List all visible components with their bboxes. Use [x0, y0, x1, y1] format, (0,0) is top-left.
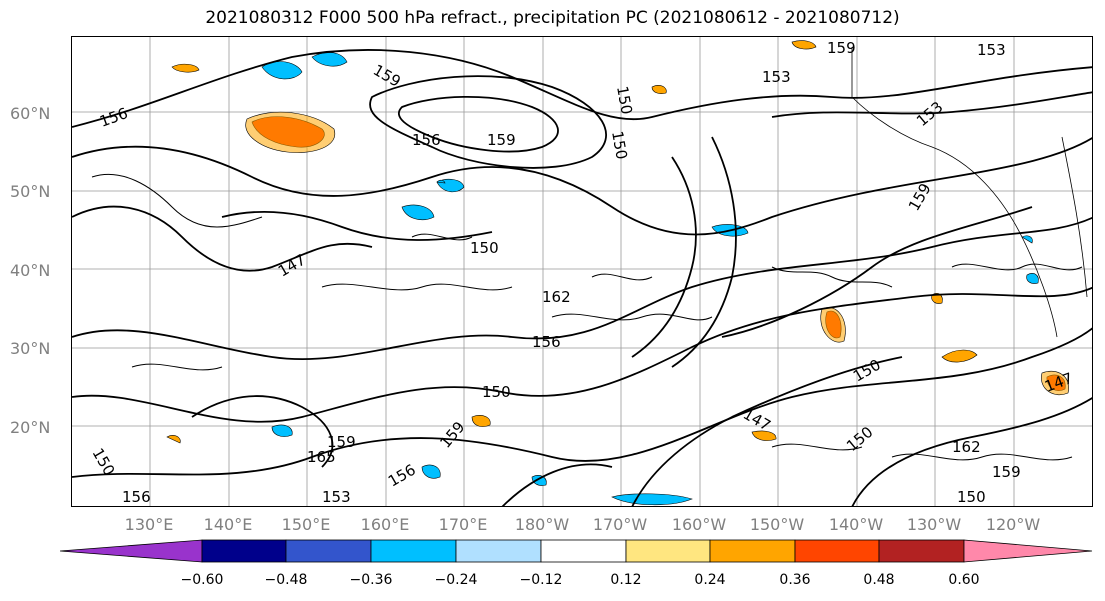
colorbar-segment: [540, 539, 627, 563]
lat-label-60n: 60°N: [10, 104, 51, 123]
colorbar-tick: 0.48: [863, 572, 895, 588]
colorbar-tick: −0.60: [180, 572, 224, 588]
lat-label-30n: 30°N: [10, 339, 51, 358]
lon-label-160w: 160°W: [671, 515, 727, 534]
lon-label-170w: 170°W: [592, 515, 648, 534]
contour-label: 150: [608, 130, 631, 161]
contour-label: 159: [827, 39, 856, 57]
coastline: [851, 47, 1088, 338]
contour-label: 165: [307, 448, 336, 466]
contour-label-group: 159 156 159 159 153 153 150 165 159 153 …: [89, 39, 1076, 506]
colorbar-tick: 0.12: [610, 572, 642, 588]
contour-label: 147: [740, 405, 774, 435]
graticule: [72, 37, 1092, 506]
contour-label: 159: [992, 463, 1021, 481]
contour-label: 162: [952, 438, 981, 456]
colorbar-extend-low: [60, 539, 203, 563]
colorbar-segment: [709, 539, 796, 563]
contour-label: 153: [913, 98, 947, 130]
contour-label: 150: [470, 239, 499, 257]
lat-label-50n: 50°N: [10, 182, 51, 201]
colorbar-tick: −0.24: [434, 572, 478, 588]
colorbar-segment: [794, 539, 880, 563]
contour-label: 153: [977, 41, 1006, 59]
contour-label: 156: [532, 333, 561, 351]
colorbar-extend-high: [963, 539, 1093, 563]
colorbar-segment: [625, 539, 711, 563]
contour-label: 150: [482, 383, 511, 401]
colorbar-segments: [60, 539, 1093, 563]
colorbar-tick: 0.60: [948, 572, 980, 588]
contour-label: 159: [487, 131, 516, 149]
lon-label-130e: 130°E: [124, 515, 174, 534]
lon-label-170e: 170°E: [438, 515, 488, 534]
colorbar-segment: [285, 539, 372, 563]
contour-label: 156: [97, 104, 130, 131]
contour-lines: [72, 49, 1092, 506]
map-panel: 159 156 159 159 153 153 150 165 159 153 …: [71, 36, 1093, 507]
contour-label: 150: [957, 488, 986, 506]
map-title: 2021080312 F000 500 hPa refract., precip…: [205, 8, 900, 28]
lat-label-40n: 40°N: [10, 261, 51, 280]
contour-label: 162: [542, 288, 571, 306]
contour-lines-thin: [91, 173, 1083, 461]
precip-shading: [166, 40, 1069, 506]
lon-label-130w: 130°W: [906, 515, 962, 534]
colorbar-tick: −0.48: [264, 572, 308, 588]
contour-label: 156: [122, 488, 151, 506]
lon-label-160e: 160°E: [360, 515, 410, 534]
map-svg: 159 156 159 159 153 153 150 165 159 153 …: [72, 37, 1092, 506]
lon-label-180w: 180°W: [514, 515, 570, 534]
colorbar-segment: [370, 539, 457, 563]
colorbar-tick: 0.24: [694, 572, 726, 588]
contour-label: 153: [762, 68, 791, 86]
contour-label: 150: [613, 85, 636, 116]
lon-label-120w: 120°W: [985, 515, 1041, 534]
lon-label-140w: 140°W: [828, 515, 884, 534]
lon-label-150w: 150°W: [749, 515, 805, 534]
colorbar-segment: [455, 539, 542, 563]
lon-label-140e: 140°E: [203, 515, 253, 534]
lon-label-150e: 150°E: [281, 515, 331, 534]
contour-label: 159: [905, 180, 935, 214]
contour-label: 150: [843, 423, 877, 455]
colorbar-tick: −0.12: [519, 572, 563, 588]
contour-label: 156: [385, 461, 419, 491]
lat-label-20n: 20°N: [10, 418, 51, 437]
contour-label: 159: [327, 433, 356, 451]
contour-label: 156: [412, 131, 441, 149]
colorbar-segment: [201, 539, 287, 563]
colorbar-tick: 0.36: [779, 572, 811, 588]
colorbar-segment: [878, 539, 965, 563]
contour-label: 150: [850, 356, 884, 386]
contour-label: 153: [322, 488, 351, 506]
colorbar-tick: −0.36: [349, 572, 393, 588]
colorbar: [60, 539, 1093, 563]
